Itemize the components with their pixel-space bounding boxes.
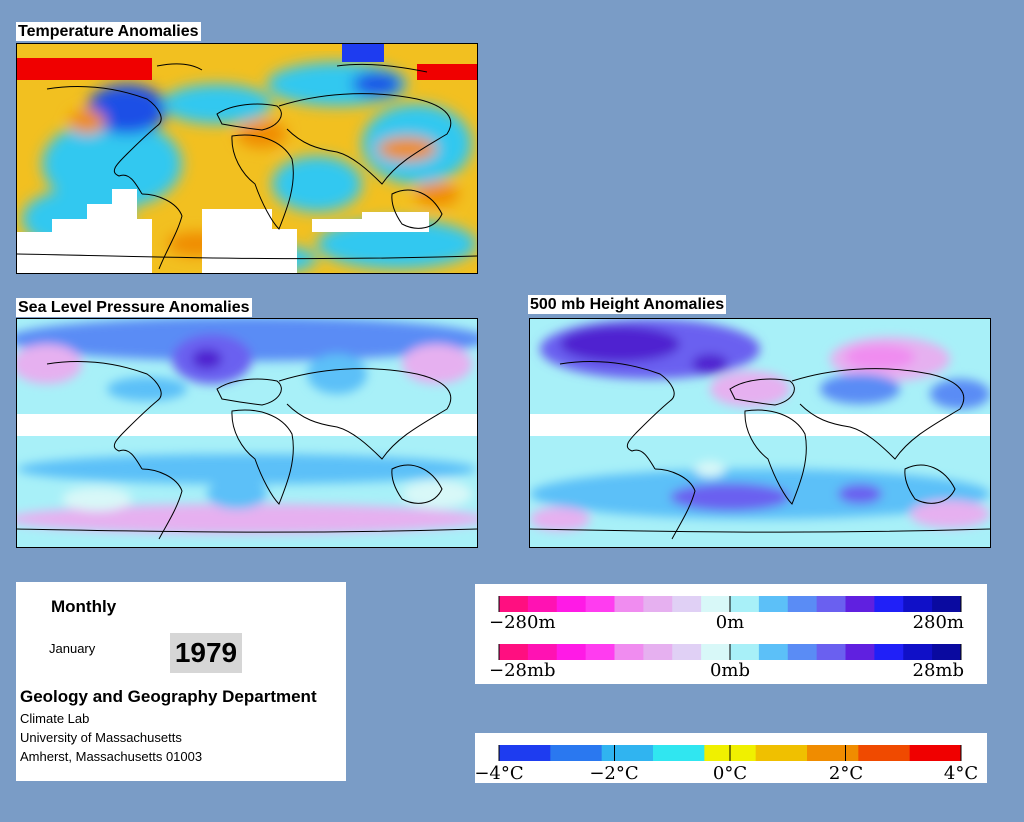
pressure-colorbar-swatch: [614, 644, 644, 660]
pressure-colorbar-swatch: [556, 644, 587, 660]
slp-anomaly-map: [16, 318, 478, 548]
lab-line: Climate Lab: [20, 711, 90, 726]
height-colorbar-swatch: [499, 596, 529, 612]
height-colorbar-swatch: [701, 596, 731, 612]
height-anomaly-map: [529, 318, 991, 548]
pressure-colorbar-swatch: [527, 644, 558, 660]
address-line: Amherst, Massachusetts 01003: [20, 749, 203, 764]
temperature-colorbar-swatch: [653, 745, 705, 761]
height-map-title: 500 mb Height Anomalies: [528, 295, 727, 314]
height-colorbar-swatch: [672, 596, 702, 612]
pressure-colorbar-swatch: [816, 644, 846, 660]
pressure-colorbar-swatch: [932, 644, 962, 660]
info-panel: Monthly January 1979 Geology and Geograp…: [16, 582, 346, 781]
pressure-colorbar-swatch: [874, 644, 904, 660]
year-label: 1979: [170, 633, 242, 673]
pressure-colorbar-swatch: [845, 644, 875, 660]
university-line: University of Massachusetts: [20, 730, 182, 745]
height-colorbar-swatch: [874, 596, 904, 612]
height-min-label: −280m: [489, 612, 556, 633]
temperature-label-3: 2°C: [829, 763, 863, 783]
slp-map-title: Sea Level Pressure Anomalies: [16, 298, 252, 317]
pressure-mid-label: 0mb: [710, 660, 750, 681]
height-colorbar-swatch: [527, 596, 558, 612]
temperature-colorbar: [498, 745, 962, 761]
height-colorbar-swatch: [758, 596, 789, 612]
temperature-colorbar-swatch: [755, 745, 808, 761]
pressure-colorbar-swatch: [643, 644, 673, 660]
temperature-colorbar-swatch: [499, 745, 551, 761]
anomaly-legend-panel: −280m 0m 280m −28mb 0mb 28mb: [475, 584, 987, 684]
height-colorbar-swatch: [816, 596, 846, 612]
height-colorbar-swatch: [932, 596, 962, 612]
department-label: Geology and Geography Department: [20, 687, 317, 706]
height-mid-label: 0m: [716, 612, 745, 633]
temperature-map-title: Temperature Anomalies: [16, 22, 201, 41]
temperature-colorbar-swatch: [601, 745, 654, 761]
pressure-colorbar-swatch: [672, 644, 702, 660]
height-colorbar-swatch: [787, 596, 818, 612]
pressure-colorbar: [498, 644, 962, 660]
height-colorbar-swatch: [643, 596, 673, 612]
temperature-colorbar-swatch: [807, 745, 859, 761]
temperature-label-0: −4°C: [475, 763, 524, 783]
pressure-colorbar-swatch: [903, 644, 933, 660]
pressure-colorbar-swatch: [730, 644, 760, 660]
pressure-max-label: 28mb: [913, 660, 965, 681]
height-colorbar-swatch: [556, 596, 587, 612]
height-colorbar-swatch: [845, 596, 875, 612]
height-colorbar-swatch: [903, 596, 933, 612]
temperature-anomaly-map: [16, 43, 478, 274]
period-label: Monthly: [51, 597, 117, 616]
temperature-colorbar-swatch: [909, 745, 962, 761]
month-label: January: [49, 641, 96, 656]
temperature-label-1: −2°C: [589, 763, 638, 783]
pressure-min-label: −28mb: [489, 660, 556, 681]
height-colorbar-swatch: [614, 596, 644, 612]
height-colorbar-swatch: [730, 596, 760, 612]
height-colorbar: [498, 596, 962, 612]
temperature-label-4: 4°C: [944, 763, 978, 783]
temperature-colorbar-swatch: [550, 745, 603, 761]
pressure-colorbar-swatch: [499, 644, 529, 660]
pressure-colorbar-swatch: [585, 644, 615, 660]
pressure-colorbar-swatch: [758, 644, 789, 660]
pressure-colorbar-swatch: [701, 644, 731, 660]
temperature-label-2: 0°C: [713, 763, 747, 783]
pressure-colorbar-swatch: [787, 644, 818, 660]
temperature-legend-panel: −4°C −2°C 0°C 2°C 4°C: [475, 733, 987, 783]
height-colorbar-swatch: [585, 596, 615, 612]
temperature-colorbar-swatch: [858, 745, 911, 761]
height-max-label: 280m: [913, 612, 964, 633]
